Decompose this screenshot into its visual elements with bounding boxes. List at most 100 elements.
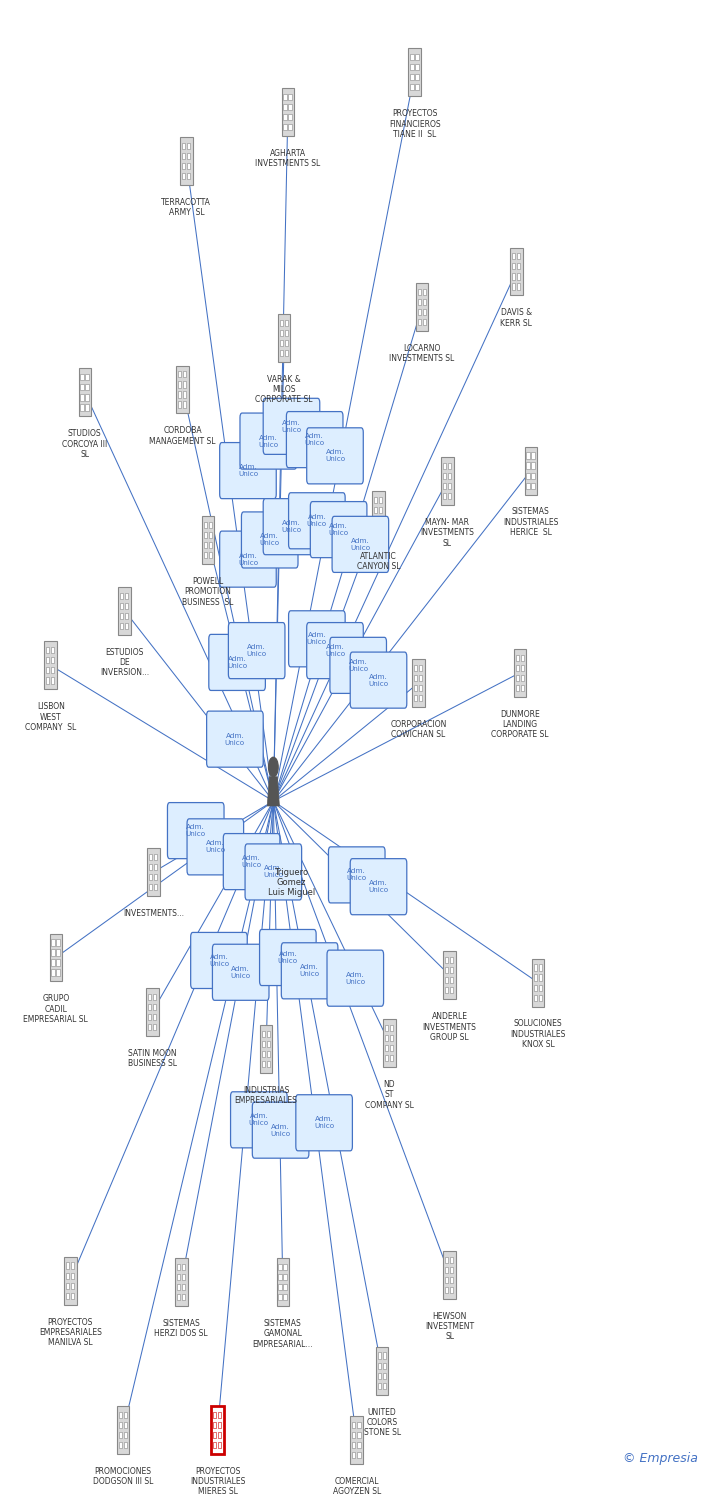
Text: Adm.
Unico: Adm. Unico (328, 524, 349, 536)
Text: Adm.
Unico: Adm. Unico (231, 966, 250, 980)
FancyBboxPatch shape (376, 1347, 389, 1395)
FancyBboxPatch shape (52, 678, 55, 684)
Text: Adm.
Unico: Adm. Unico (325, 450, 345, 462)
FancyBboxPatch shape (285, 330, 288, 336)
FancyBboxPatch shape (266, 1030, 270, 1036)
FancyBboxPatch shape (79, 369, 91, 417)
FancyBboxPatch shape (178, 392, 181, 398)
FancyBboxPatch shape (411, 64, 414, 70)
FancyBboxPatch shape (372, 490, 385, 538)
FancyBboxPatch shape (418, 309, 421, 315)
FancyBboxPatch shape (385, 1035, 388, 1041)
FancyBboxPatch shape (124, 1442, 127, 1448)
FancyBboxPatch shape (125, 603, 128, 609)
FancyBboxPatch shape (280, 330, 283, 336)
FancyBboxPatch shape (288, 114, 292, 120)
Text: LOCARNO
INVESTMENTS SL: LOCARNO INVESTMENTS SL (389, 344, 455, 363)
Text: CORPORACION
COWICHAN SL: CORPORACION COWICHAN SL (390, 720, 446, 740)
FancyBboxPatch shape (119, 586, 131, 634)
Text: Adm.
Unico: Adm. Unico (282, 420, 301, 434)
Text: Adm.
Unico: Adm. Unico (347, 868, 367, 882)
FancyBboxPatch shape (187, 172, 190, 178)
FancyBboxPatch shape (379, 518, 382, 524)
FancyBboxPatch shape (149, 874, 152, 880)
FancyBboxPatch shape (450, 976, 454, 984)
FancyBboxPatch shape (148, 994, 151, 1000)
FancyBboxPatch shape (285, 350, 288, 355)
FancyBboxPatch shape (176, 366, 189, 414)
FancyBboxPatch shape (383, 1383, 386, 1389)
FancyBboxPatch shape (242, 512, 298, 568)
FancyBboxPatch shape (383, 1362, 386, 1368)
FancyBboxPatch shape (204, 522, 207, 528)
FancyBboxPatch shape (390, 1035, 393, 1041)
FancyBboxPatch shape (332, 516, 389, 573)
FancyBboxPatch shape (526, 462, 529, 468)
FancyBboxPatch shape (534, 994, 537, 1000)
FancyBboxPatch shape (379, 507, 382, 513)
FancyBboxPatch shape (450, 987, 454, 993)
FancyBboxPatch shape (443, 483, 446, 489)
FancyBboxPatch shape (182, 1264, 185, 1270)
FancyBboxPatch shape (390, 1046, 393, 1052)
FancyBboxPatch shape (178, 381, 181, 387)
FancyBboxPatch shape (280, 339, 283, 346)
FancyBboxPatch shape (260, 930, 316, 986)
FancyBboxPatch shape (202, 516, 214, 564)
FancyBboxPatch shape (125, 612, 128, 620)
FancyBboxPatch shape (446, 1276, 448, 1282)
Text: SISTEMAS
INDUSTRIALES
HERICE  SL: SISTEMAS INDUSTRIALES HERICE SL (503, 507, 558, 537)
FancyBboxPatch shape (423, 298, 426, 304)
Text: Adm.
Unico: Adm. Unico (345, 972, 365, 984)
Text: Adm.
Unico: Adm. Unico (258, 435, 278, 447)
Text: Adm.
Unico: Adm. Unico (278, 951, 298, 964)
FancyBboxPatch shape (80, 384, 84, 390)
FancyBboxPatch shape (264, 399, 320, 454)
FancyBboxPatch shape (446, 976, 448, 984)
FancyBboxPatch shape (64, 1257, 76, 1305)
FancyBboxPatch shape (229, 622, 285, 678)
FancyBboxPatch shape (378, 1372, 381, 1378)
FancyBboxPatch shape (411, 54, 414, 60)
FancyBboxPatch shape (182, 1284, 185, 1290)
FancyBboxPatch shape (288, 124, 292, 130)
FancyBboxPatch shape (525, 447, 537, 495)
FancyBboxPatch shape (450, 1276, 454, 1282)
FancyBboxPatch shape (182, 1274, 185, 1280)
FancyBboxPatch shape (218, 1442, 221, 1448)
FancyBboxPatch shape (218, 1412, 221, 1418)
FancyBboxPatch shape (277, 1258, 289, 1306)
FancyBboxPatch shape (531, 483, 534, 489)
FancyBboxPatch shape (71, 1293, 74, 1299)
FancyBboxPatch shape (187, 819, 244, 874)
FancyBboxPatch shape (261, 1060, 265, 1066)
FancyBboxPatch shape (414, 686, 417, 692)
FancyBboxPatch shape (327, 950, 384, 1006)
Text: DUNMORE
LANDING
CORPORATE SL: DUNMORE LANDING CORPORATE SL (491, 710, 549, 740)
FancyBboxPatch shape (450, 1266, 454, 1274)
FancyBboxPatch shape (153, 994, 156, 1000)
FancyBboxPatch shape (515, 684, 518, 692)
FancyBboxPatch shape (119, 1412, 122, 1418)
FancyBboxPatch shape (515, 664, 518, 670)
FancyBboxPatch shape (283, 104, 287, 110)
FancyBboxPatch shape (512, 264, 515, 270)
Text: SOLUCIONES
INDUSTRIALES
KNOX SL: SOLUCIONES INDUSTRIALES KNOX SL (510, 1020, 566, 1050)
FancyBboxPatch shape (383, 1019, 395, 1066)
FancyBboxPatch shape (149, 884, 152, 890)
FancyBboxPatch shape (153, 1004, 156, 1010)
FancyBboxPatch shape (328, 847, 385, 903)
FancyBboxPatch shape (521, 684, 523, 692)
FancyBboxPatch shape (419, 664, 422, 670)
FancyBboxPatch shape (517, 264, 520, 270)
FancyBboxPatch shape (182, 142, 185, 148)
FancyBboxPatch shape (378, 1353, 381, 1359)
FancyBboxPatch shape (539, 975, 542, 981)
FancyBboxPatch shape (374, 496, 377, 502)
FancyBboxPatch shape (310, 501, 367, 558)
Text: Adm.
Unico: Adm. Unico (238, 552, 258, 566)
FancyBboxPatch shape (357, 1422, 360, 1428)
FancyBboxPatch shape (209, 522, 212, 528)
Text: Adm.
Unico: Adm. Unico (348, 658, 368, 672)
FancyBboxPatch shape (191, 933, 248, 988)
